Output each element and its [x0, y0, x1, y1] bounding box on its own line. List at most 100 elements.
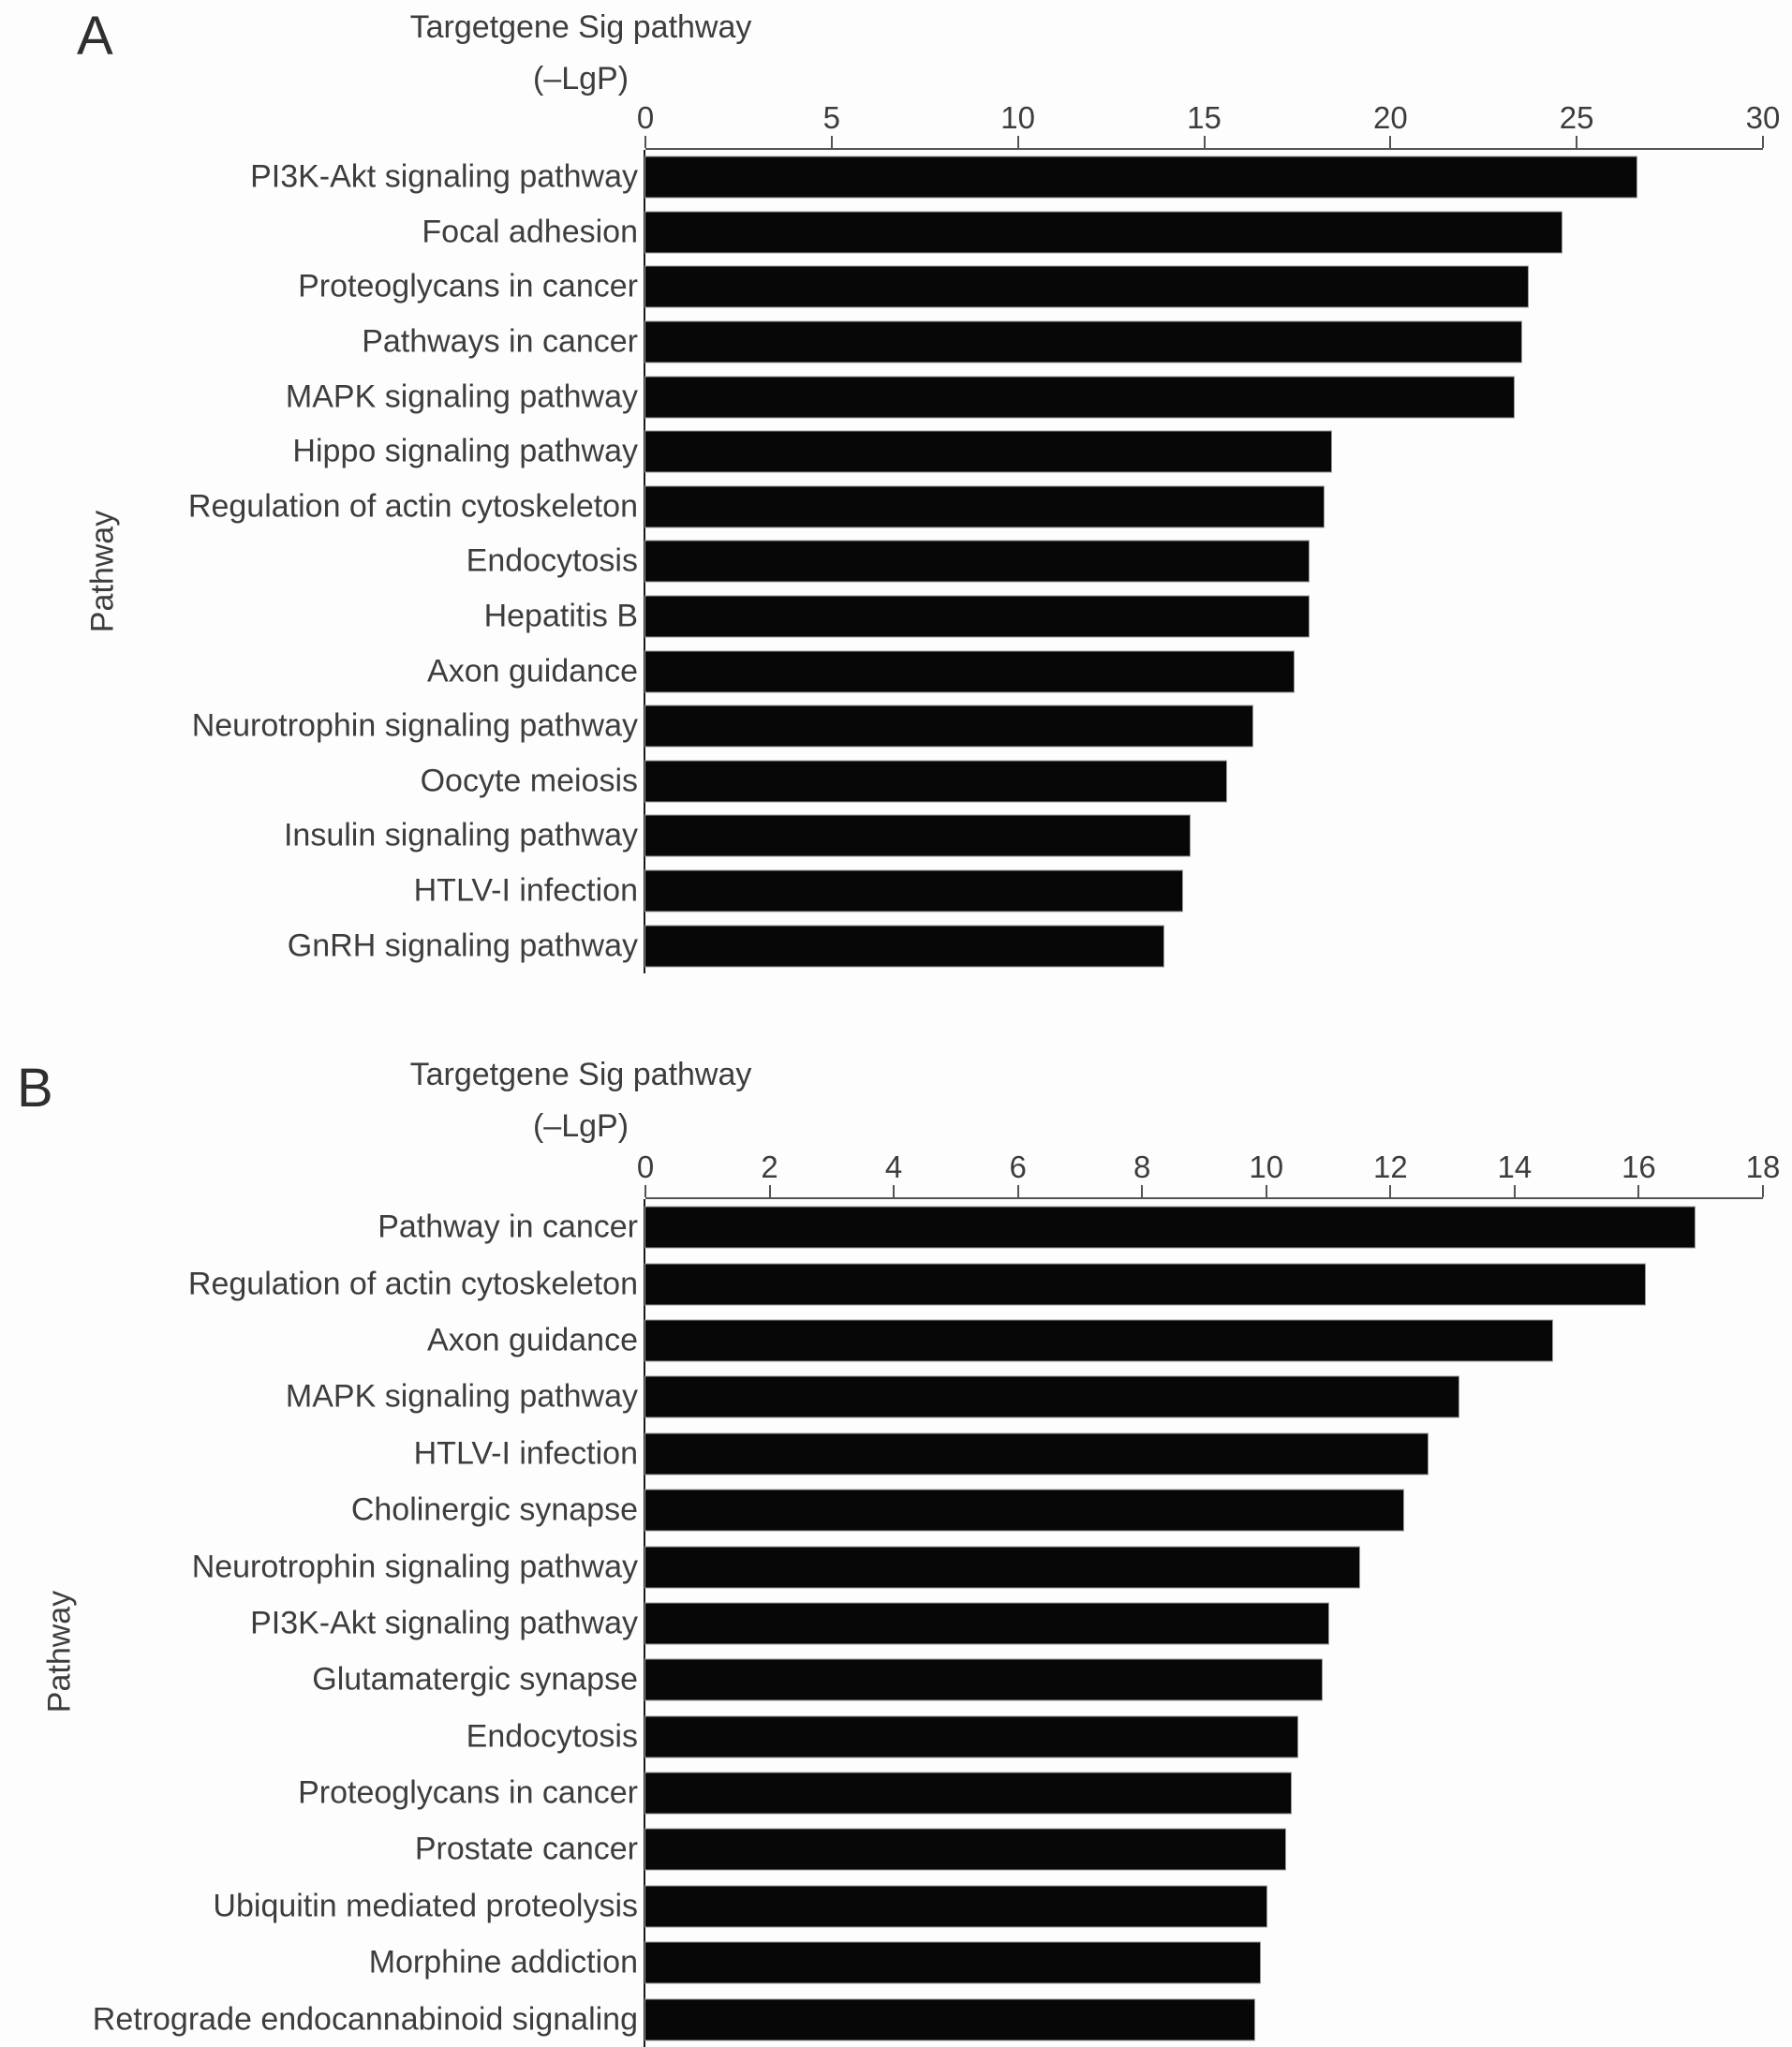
x-tick-mark	[644, 1185, 646, 1197]
bar	[645, 1773, 1292, 1814]
category-label: Regulation of actin cytoskeleton	[187, 1265, 638, 1301]
category-label: Proteoglycans in cancer	[298, 268, 638, 304]
x-tick-label: 5	[822, 100, 841, 135]
category-label: Pathways in cancer	[362, 323, 638, 360]
bar-row: Endocytosis	[467, 534, 1763, 589]
bar-row: Oocyte meiosis	[421, 754, 1763, 809]
bar	[645, 1264, 1646, 1305]
x-tick-mark	[1016, 1185, 1019, 1197]
category-label: MAPK signaling pathway	[285, 378, 638, 414]
bar-rows-b: Pathway in cancer Regulation of actin cyt…	[93, 1199, 1763, 2047]
category-label: GnRH signaling pathway	[287, 927, 638, 963]
x-tick-label: 16	[1622, 1150, 1656, 1184]
category-label: Focal adhesion	[422, 214, 638, 250]
chart-title-a: Targetgene Sig pathway (–LgP)	[410, 2, 752, 105]
panel-b-letter: B	[17, 1058, 53, 1119]
x-tick-mark	[1637, 1185, 1640, 1197]
bar-row: HTLV-I infection	[414, 1426, 1763, 1482]
category-label: Endocytosis	[466, 542, 638, 579]
x-tick-mark	[1265, 1185, 1267, 1197]
category-label: PI3K-Akt signaling pathway	[250, 158, 638, 195]
x-tick-label: 0	[636, 100, 655, 135]
bar-row: Proteoglycans in cancer	[298, 1765, 1763, 1821]
bar-row: Pathway in cancer	[378, 1199, 1763, 1255]
bar	[645, 815, 1190, 856]
bar	[645, 431, 1331, 472]
category-label: HTLV-I infection	[413, 872, 638, 909]
bar-row: Hippo signaling pathway	[292, 424, 1763, 480]
bar	[645, 596, 1309, 637]
bar-row: Axon guidance	[427, 1313, 1763, 1369]
category-label: MAPK signaling pathway	[285, 1378, 638, 1415]
bar-row: Neurotrophin signaling pathway	[192, 1538, 1763, 1595]
bar-row: Pathways in cancer	[362, 315, 1763, 370]
category-label: Prostate cancer	[414, 1831, 638, 1867]
bar	[645, 1376, 1459, 1417]
x-tick-label: 2	[761, 1150, 778, 1184]
x-tick-label: 18	[1745, 1150, 1781, 1184]
bar	[645, 212, 1562, 253]
bar-row: Regulation of actin cytoskeleton	[188, 1255, 1763, 1312]
bar	[645, 926, 1163, 967]
bar	[645, 321, 1521, 363]
bar	[645, 1829, 1285, 1870]
category-label: Cholinergic synapse	[350, 1491, 638, 1528]
x-tick-mark	[768, 1185, 771, 1197]
x-tick-label: 0	[636, 1150, 655, 1184]
bar-row: Glutamatergic synapse	[312, 1652, 1763, 1708]
bar-row: MAPK signaling pathway	[286, 1369, 1763, 1425]
x-tick-mark	[1513, 1185, 1516, 1197]
bar-rows-a: PI3K-Akt signaling pathway Focal adhesion…	[188, 150, 1763, 973]
x-axis-tick-labels-b: 0 2 4 6 8 10 12 14 16 18	[637, 1143, 1781, 1184]
category-label: Axon guidance	[427, 652, 638, 689]
category-label: Glutamatergic synapse	[312, 1661, 638, 1698]
bar-row: Hepatitis B	[484, 589, 1763, 645]
category-label: Regulation of actin cytoskeleton	[187, 488, 638, 525]
bar	[645, 705, 1253, 747]
bar	[645, 1207, 1696, 1248]
plot-area-a: 0 5 10 15 20 25 30 PI3K-Akt signaling pathway F…	[188, 94, 1780, 973]
x-tick-mark	[1389, 136, 1392, 148]
bar-row: Ubiquitin mediated proteolysis	[213, 1878, 1763, 1935]
bar	[645, 1603, 1329, 1644]
x-tick-mark	[1016, 136, 1019, 148]
bar-row: Axon guidance	[427, 644, 1763, 699]
x-tick-mark	[893, 1185, 896, 1197]
x-tick-label: 10	[1249, 1150, 1284, 1184]
category-label: Neurotrophin signaling pathway	[191, 1548, 638, 1584]
bar-row: PI3K-Akt signaling pathway	[250, 1595, 1763, 1652]
panel-a: A Targetgene Sig pathway (–LgP) Pathway …	[0, 0, 1792, 1007]
category-label: Axon guidance	[427, 1322, 638, 1358]
category-label: Pathway in cancer	[378, 1209, 638, 1245]
category-label: Morphine addiction	[368, 1944, 638, 1980]
x-tick-mark	[1141, 1185, 1144, 1197]
x-tick-label: 14	[1497, 1150, 1533, 1184]
x-tick-label: 10	[1000, 100, 1036, 135]
x-tick-mark	[1762, 1185, 1764, 1197]
bar	[645, 1490, 1403, 1531]
category-label: Insulin signaling pathway	[283, 817, 638, 853]
x-tick-mark	[1203, 136, 1206, 148]
bar-row: PI3K-Akt signaling pathway	[250, 150, 1763, 205]
bar	[645, 1999, 1254, 2040]
x-tick-label: 6	[1009, 1150, 1027, 1184]
bar	[645, 651, 1294, 692]
x-axis-line-a	[644, 133, 1764, 150]
bar	[645, 870, 1182, 912]
category-label: Endocytosis	[466, 1718, 638, 1755]
x-tick-label: 30	[1745, 100, 1781, 135]
category-label: Hippo signaling pathway	[292, 433, 638, 469]
x-axis-unit-label-a: (–LgP)	[532, 61, 629, 96]
x-axis-unit-label-b: (–LgP)	[532, 1108, 629, 1144]
x-tick-label: 20	[1372, 100, 1408, 135]
bar	[645, 377, 1514, 418]
category-label: PI3K-Akt signaling pathway	[250, 1605, 638, 1641]
category-label: Neurotrophin signaling pathway	[191, 707, 638, 744]
x-tick-label: 15	[1187, 100, 1222, 135]
bar-row: Insulin signaling pathway	[284, 808, 1763, 864]
bar	[645, 1320, 1552, 1361]
bar-row: Cholinergic synapse	[351, 1482, 1763, 1538]
bar-row: Neurotrophin signaling pathway	[192, 699, 1763, 754]
bar	[645, 1942, 1261, 1983]
bar	[645, 1716, 1297, 1758]
